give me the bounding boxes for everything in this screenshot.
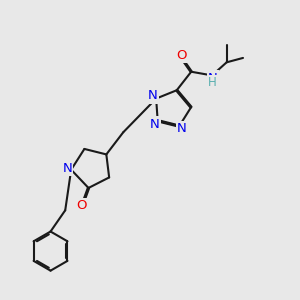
Text: N: N: [62, 162, 72, 175]
Text: N: N: [148, 89, 158, 103]
Text: H: H: [208, 76, 217, 89]
Text: O: O: [176, 49, 187, 62]
Text: O: O: [76, 200, 86, 212]
Text: N: N: [208, 71, 218, 85]
Text: N: N: [150, 118, 160, 130]
Text: N: N: [177, 122, 187, 135]
